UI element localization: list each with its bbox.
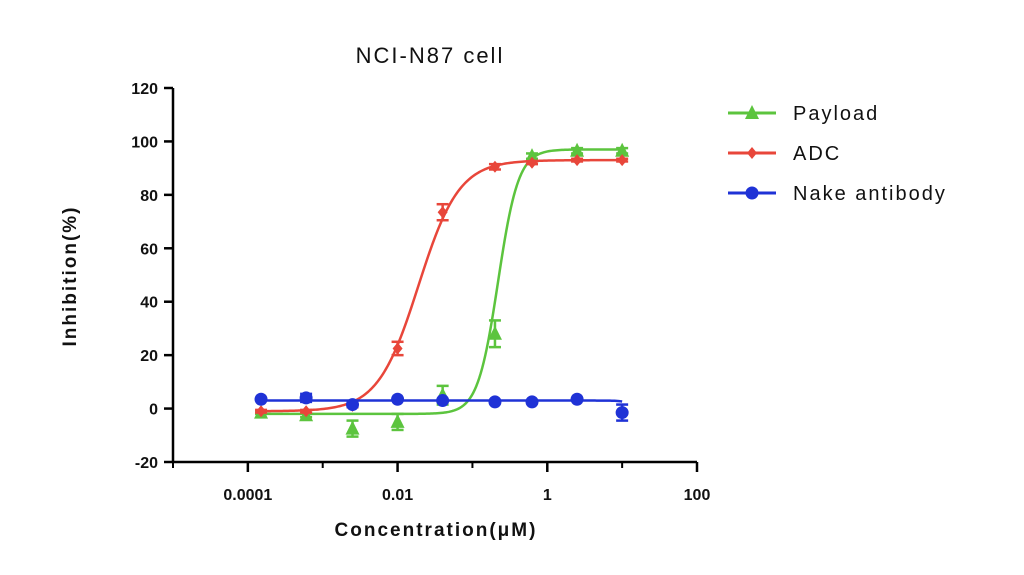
legend-marker [745, 105, 759, 119]
x-tick-label: 0.01 [382, 487, 413, 504]
data-point [436, 394, 450, 408]
plot-area [254, 142, 630, 438]
fit-curve [261, 148, 623, 416]
data-point [525, 148, 540, 163]
data-point [346, 398, 360, 412]
legend-label: ADC [793, 143, 841, 165]
fit-curve [261, 158, 623, 413]
data-point [345, 420, 360, 435]
legend-marker [745, 186, 759, 200]
legend-label: Nake antibody [793, 183, 947, 205]
data-point [570, 142, 585, 157]
data-point [487, 325, 502, 340]
data-point [488, 395, 502, 409]
y-tick-label: 120 [131, 81, 158, 98]
y-tick-label: 80 [140, 188, 158, 205]
data-point [301, 405, 312, 418]
series-payload [254, 142, 630, 438]
data-point [615, 406, 629, 420]
data-point [570, 392, 584, 406]
data-point [390, 413, 405, 428]
data-point [525, 395, 539, 409]
y-tick-label: 40 [140, 295, 158, 312]
legend-marker [747, 147, 757, 159]
y-tick-label: 20 [140, 348, 158, 365]
x-tick-label: 100 [684, 487, 711, 504]
data-point [392, 342, 403, 355]
legend-item: ADC [728, 143, 841, 165]
legend-label: Payload [793, 103, 879, 125]
x-tick-label: 1 [543, 487, 552, 504]
y-axis-label: Inhibition(%) [60, 205, 81, 346]
data-point [254, 392, 268, 406]
x-tick-label: 0.0001 [223, 487, 272, 504]
data-point [615, 142, 630, 157]
chart-title: NCI-N87 cell [356, 43, 505, 68]
y-tick-label: 100 [131, 134, 158, 151]
series-nake-antibody [254, 391, 629, 422]
data-point [256, 405, 267, 418]
data-point [437, 206, 448, 219]
data-point [391, 392, 405, 406]
data-point [299, 391, 313, 405]
y-tick-label: 60 [140, 241, 158, 258]
series-adc [255, 154, 629, 418]
data-point [527, 156, 538, 169]
y-tick-label: -20 [135, 455, 158, 472]
y-tick-label: 0 [149, 402, 158, 419]
data-point [617, 154, 628, 167]
data-point [572, 154, 583, 167]
x-axis-label: Concentration(μM) [335, 520, 538, 541]
data-point [489, 160, 500, 173]
axes: -20 0 20 40 60 80 100 120 0.0001 0.01 1 100 [131, 81, 710, 504]
legend-item: Nake antibody [728, 183, 947, 205]
legend-item: Payload [728, 103, 879, 125]
legend: Payload ADC Nake antibody [728, 103, 947, 205]
